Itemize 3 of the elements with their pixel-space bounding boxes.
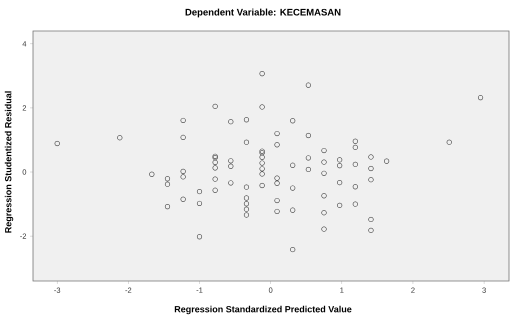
y-axis-title: Regression Studentized Residual: [4, 91, 14, 233]
chart-title: Dependent Variable: KECEMASAN: [186, 8, 340, 18]
x-axis-title: Regression Standardized Predicted Value: [174, 306, 352, 314]
